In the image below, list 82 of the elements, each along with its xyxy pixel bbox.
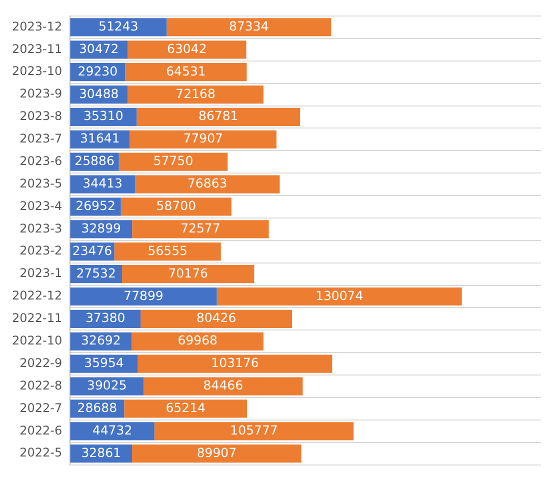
data-label: 32861	[81, 444, 121, 460]
y-tick-label: 2023-12	[12, 19, 62, 34]
data-label: 56555	[148, 242, 188, 258]
bar	[166, 18, 332, 36]
y-tick-label: 2022-10	[12, 334, 62, 348]
data-label: 65214	[166, 400, 206, 415]
data-label: 29230	[78, 63, 118, 78]
data-label: 72168	[176, 86, 216, 101]
data-label: 32692	[81, 332, 121, 348]
y-tick-label: 2023-7	[20, 132, 62, 146]
data-label: 58700	[156, 198, 196, 213]
data-label: 89907	[196, 444, 237, 460]
bar	[134, 175, 280, 194]
data-label: 37380	[85, 310, 126, 326]
bar	[132, 220, 269, 238]
bar	[216, 287, 462, 306]
data-label: 87334	[229, 18, 269, 34]
data-label: 23476	[72, 242, 112, 258]
bar	[122, 265, 254, 284]
y-tick-label: 2023-5	[20, 176, 62, 190]
bar	[138, 354, 332, 373]
bar	[130, 130, 276, 148]
y-tick-label: 2022-12	[12, 288, 62, 303]
data-label: 77907	[183, 130, 223, 146]
y-tick-label: 2022-9	[20, 356, 62, 370]
data-label: 35310	[84, 108, 124, 124]
y-tick-label: 2023-8	[20, 109, 62, 124]
data-label: 72577	[180, 220, 220, 236]
data-label: 27532	[76, 265, 116, 280]
y-tick-label: 2022-5	[20, 446, 62, 460]
bar	[128, 40, 246, 59]
data-label: 31641	[80, 130, 120, 146]
bar	[70, 18, 167, 36]
data-label: 34413	[82, 176, 122, 191]
y-tick-label: 2023-1	[20, 266, 62, 280]
data-label: 63042	[167, 40, 207, 56]
y-tick-label: 2022-7	[20, 400, 62, 415]
y-tick-label: 2023-9	[20, 86, 62, 101]
data-label: 80426	[196, 310, 236, 326]
data-label: 69968	[178, 332, 218, 348]
y-tick-label: 2023-2	[20, 244, 62, 258]
y-tick-label: 2023-4	[20, 198, 62, 213]
bar	[132, 332, 264, 350]
data-label: 64531	[166, 63, 206, 78]
data-label: 44732	[92, 422, 132, 438]
y-tick-label: 2023-3	[20, 221, 62, 236]
data-label: 77899	[124, 288, 164, 303]
bar	[125, 63, 247, 82]
bar	[140, 310, 292, 328]
y-tick-label: 2023-10	[12, 64, 62, 78]
bar	[128, 85, 264, 104]
y-tick-label: 2022-11	[12, 311, 62, 326]
y-tick-label: 2022-8	[20, 378, 62, 392]
bar	[120, 198, 232, 216]
bar	[114, 242, 221, 261]
bar	[70, 287, 217, 306]
data-label: 70176	[168, 265, 208, 280]
y-tick-label: 2022-6	[20, 423, 62, 438]
data-label: 26952	[76, 198, 116, 213]
bar	[154, 422, 354, 440]
data-label: 57750	[153, 153, 194, 168]
data-label: 39025	[87, 378, 127, 393]
bar	[132, 444, 302, 463]
data-label: 86781	[198, 108, 238, 124]
data-label: 28688	[77, 400, 118, 415]
data-label: 25886	[74, 153, 114, 168]
bar	[118, 152, 228, 171]
data-label: 30488	[78, 86, 119, 101]
bar	[124, 400, 247, 418]
data-label: 105777	[230, 422, 278, 438]
data-label: 32899	[81, 220, 122, 236]
y-tick-label: 2023-11	[12, 42, 62, 56]
bar	[144, 377, 303, 396]
data-label: 103176	[211, 355, 259, 370]
y-tick-label: 2023-6	[20, 154, 62, 168]
data-label: 76863	[187, 176, 228, 191]
bar	[136, 108, 300, 126]
data-label: 35954	[84, 355, 124, 370]
data-label: 84466	[203, 378, 244, 393]
data-label: 130074	[315, 288, 364, 303]
data-label: 30472	[78, 40, 119, 56]
data-label: 51243	[98, 18, 138, 34]
